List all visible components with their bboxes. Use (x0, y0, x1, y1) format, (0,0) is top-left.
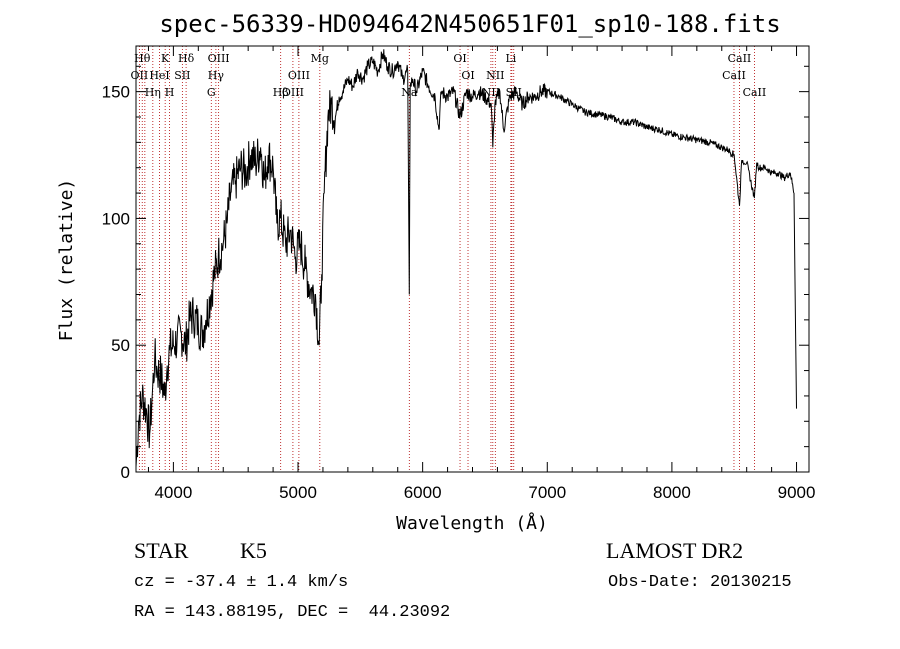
line-label: Hη (145, 86, 161, 99)
line-label: Li (505, 52, 516, 65)
object-class: STAR (134, 538, 189, 563)
object-subclass: K5 (240, 538, 267, 563)
line-label: OII (131, 69, 149, 82)
spectrum-line (135, 49, 797, 467)
line-label: Mg (311, 52, 329, 65)
plot-frame (135, 45, 810, 473)
y-tick-label: 100 (102, 209, 130, 228)
spectral-line-markers (138, 46, 755, 472)
chart-title: spec-56339-HD094642N450651F01_sp10-188.f… (159, 10, 780, 38)
x-tick-label: 6000 (404, 483, 442, 502)
survey-name: LAMOST DR2 (606, 538, 744, 563)
line-label: CaII (743, 86, 767, 99)
line-label: Hγ (208, 69, 225, 82)
x-tick-label: 9000 (778, 483, 816, 502)
line-label: Hβ (273, 86, 289, 99)
line-label: Hθ (134, 52, 151, 65)
line-label: CaII (722, 69, 746, 82)
y-tick-label: 50 (111, 336, 130, 355)
x-tick-label: 8000 (653, 483, 691, 502)
line-label: OIII (208, 52, 230, 65)
line-label: K (161, 52, 170, 65)
line-label: NII (486, 69, 504, 82)
line-label: H (165, 86, 175, 99)
line-label: OIII (288, 69, 310, 82)
line-label: OI (461, 69, 474, 82)
line-label: G (207, 86, 216, 99)
x-axis-ticks: 4000 5000 6000 7000 8000 9000 (147, 46, 816, 502)
line-label: NII (482, 86, 500, 99)
sky-coordinates: RA = 143.88195, DEC = 44.23092 (134, 603, 451, 622)
line-label: OIII (282, 86, 304, 99)
line-label: HeI (149, 69, 169, 82)
line-label: CaII (728, 52, 752, 65)
redshift-velocity: cz = -37.4 ± 1.4 km/s (134, 573, 349, 592)
x-tick-label: 7000 (528, 483, 566, 502)
line-label: Na (401, 86, 418, 99)
y-axis-label: Flux (relative) (56, 179, 77, 342)
observation-date: Obs-Date: 20130215 (608, 573, 792, 592)
y-axis-ticks: 0 50 100 150 (102, 65, 809, 482)
x-axis-label: Wavelength (Å) (396, 512, 548, 534)
y-tick-label: 0 (121, 463, 130, 482)
x-tick-label: 4000 (154, 483, 192, 502)
line-label: SII (174, 69, 190, 82)
y-tick-label: 150 (102, 83, 130, 102)
line-label: Hδ (178, 52, 195, 65)
line-label: OI (453, 52, 466, 65)
x-tick-label: 5000 (279, 483, 317, 502)
